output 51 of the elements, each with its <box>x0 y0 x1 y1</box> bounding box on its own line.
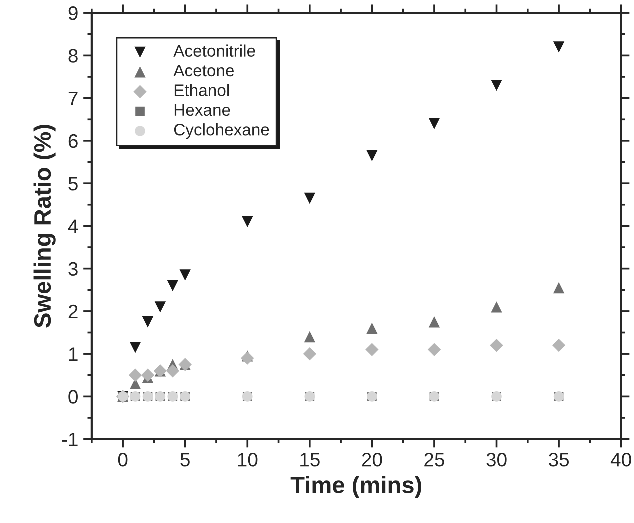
x-axis-title: Time (mins) <box>290 476 422 498</box>
legend-label: Cyclohexane <box>174 124 270 140</box>
x-tick-label: 30 <box>486 453 507 467</box>
y-tick-label: 8 <box>68 49 78 63</box>
point <box>166 364 180 378</box>
point <box>491 80 502 92</box>
point <box>552 338 566 352</box>
y-tick-label: 4 <box>68 220 78 234</box>
point <box>428 343 442 356</box>
legend-label: Acetonitrile <box>174 44 256 57</box>
x-tick-label: 10 <box>238 453 258 467</box>
y-tick-label: 1 <box>69 348 78 362</box>
point <box>167 280 178 292</box>
point <box>180 270 191 281</box>
point <box>128 368 142 382</box>
point <box>553 42 565 53</box>
y-tick-label: 7 <box>68 92 78 106</box>
point <box>428 118 440 130</box>
x-tick-label: 40 <box>610 453 632 467</box>
point <box>141 368 155 382</box>
point <box>553 282 565 294</box>
x-tick-label: 20 <box>362 453 382 467</box>
point <box>304 192 316 204</box>
point <box>366 150 378 162</box>
x-tick-label: 5 <box>180 453 190 467</box>
y-tick-label: 3 <box>68 262 78 276</box>
point <box>154 302 166 313</box>
y-tick-label: 6 <box>68 134 78 148</box>
y-tick-label: 5 <box>68 177 78 191</box>
legend-label: Acetone <box>174 65 234 77</box>
y-tick-label: 2 <box>68 304 78 318</box>
point <box>304 331 316 343</box>
x-tick-label: 25 <box>424 453 444 467</box>
y-tick-label: -1 <box>62 432 78 446</box>
legend-label: Hexane <box>174 104 230 116</box>
x-tick-label: 35 <box>548 453 570 467</box>
point <box>491 302 502 313</box>
point <box>428 316 440 328</box>
y-tick-label: 0 <box>68 390 78 404</box>
point <box>142 316 154 328</box>
y-tick-label: 9 <box>68 6 78 20</box>
point <box>242 216 254 228</box>
legend-label: Ethanol <box>174 84 230 96</box>
point <box>366 343 379 356</box>
point <box>303 347 316 361</box>
y-axis-title: Swelling Ratio (%) <box>34 125 56 328</box>
x-tick-label: 15 <box>300 453 320 467</box>
x-tick-label: 0 <box>118 453 128 467</box>
point <box>130 342 142 354</box>
point <box>366 322 378 334</box>
point <box>490 338 504 352</box>
